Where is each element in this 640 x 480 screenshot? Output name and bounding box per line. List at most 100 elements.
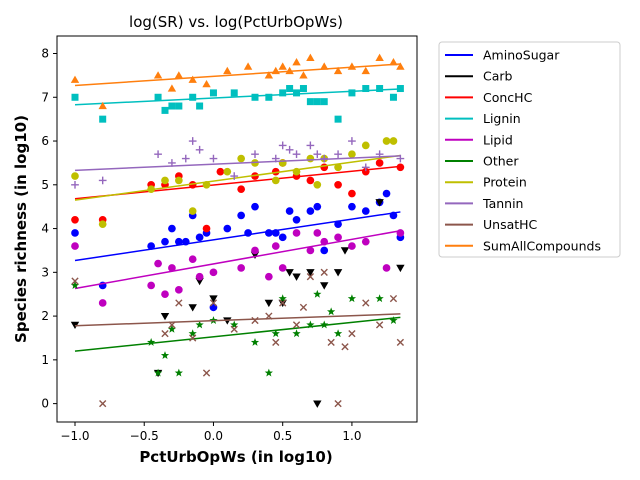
data-point-protein <box>71 172 79 180</box>
data-point-sum-all-compounds <box>188 75 197 83</box>
data-point-amino-sugar <box>209 303 218 312</box>
data-point-unsat-hc <box>209 299 218 307</box>
data-point-unsat-hc <box>189 334 197 342</box>
data-point-protein <box>348 150 356 159</box>
x-tick-label: −1.0 <box>60 429 89 443</box>
data-point-lignin <box>334 115 342 123</box>
legend-label: Other <box>483 154 519 169</box>
data-point-unsat-hc <box>279 299 287 307</box>
series-tannin <box>71 137 405 189</box>
data-point-carb <box>396 264 405 273</box>
data-point-amino-sugar <box>195 233 204 242</box>
data-point-amino-sugar <box>348 202 356 211</box>
data-point-lipid <box>271 242 280 250</box>
data-point-other <box>313 289 322 298</box>
data-point-lignin <box>376 85 384 93</box>
y-tick-label: 7 <box>41 90 49 104</box>
series-conc-hc <box>71 159 405 233</box>
legend-item-sum-all-compounds: SumAllCompounds <box>445 238 601 253</box>
data-point-unsat-hc <box>299 303 308 311</box>
data-point-other <box>250 338 260 346</box>
legend-item-protein: Protein <box>445 175 527 190</box>
data-point-conc-hc <box>237 185 246 194</box>
data-point-lignin <box>299 85 307 93</box>
data-point-amino-sugar <box>361 207 370 215</box>
data-point-carb <box>320 282 329 290</box>
data-point-sum-all-compounds <box>153 71 163 79</box>
data-point-lignin <box>71 93 79 101</box>
data-point-lignin <box>230 89 238 97</box>
data-point-tannin <box>209 154 218 163</box>
data-point-unsat-hc <box>71 277 79 285</box>
data-point-sum-all-compounds <box>292 58 301 66</box>
data-point-other <box>147 338 156 346</box>
data-point-other <box>347 294 357 303</box>
data-point-protein <box>223 167 232 176</box>
legend-label: SumAllCompounds <box>483 238 601 253</box>
data-point-carb <box>340 247 350 255</box>
data-point-lignin <box>389 93 397 101</box>
data-point-carb <box>375 199 384 207</box>
data-point-carb <box>292 273 301 281</box>
legend-item-amino-sugar: AminoSugar <box>445 48 560 63</box>
data-point-lignin <box>348 89 356 97</box>
data-point-amino-sugar <box>278 233 287 242</box>
data-point-amino-sugar <box>313 202 322 211</box>
legend-items: AminoSugar Carb ConcHC Lignin Lipid Other Prot… <box>445 48 601 253</box>
data-point-lipid <box>278 264 287 272</box>
data-point-amino-sugar <box>264 229 273 237</box>
trend-line-amino-sugar <box>74 211 401 262</box>
data-point-lignin <box>251 93 259 101</box>
data-point-lignin <box>175 102 183 110</box>
data-point-other <box>306 320 315 329</box>
data-point-lipid <box>174 285 183 294</box>
data-point-conc-hc <box>271 167 280 176</box>
data-point-tannin <box>278 141 287 150</box>
data-point-unsat-hc <box>327 338 335 346</box>
legend-label: Carb <box>483 69 513 84</box>
data-point-other <box>264 368 273 377</box>
legend-label: UnsatHC <box>483 217 538 232</box>
data-point-tannin <box>306 141 315 150</box>
y-tick-label: 8 <box>41 47 49 61</box>
legend-item-tannin: Tannin <box>445 196 523 211</box>
data-point-lipid <box>209 268 218 277</box>
data-point-lignin <box>161 106 169 114</box>
chart-title: log(SR) vs. log(PctUrbOpWs) <box>129 13 343 31</box>
data-point-amino-sugar <box>382 189 391 198</box>
data-point-other <box>375 294 384 303</box>
data-point-lipid <box>154 259 162 268</box>
data-point-unsat-hc <box>348 329 356 338</box>
trend-line-lignin <box>74 88 401 106</box>
data-point-protein <box>237 154 246 163</box>
legend-item-other: Other <box>445 154 519 169</box>
data-point-sum-all-compounds <box>299 71 308 79</box>
data-point-lipid <box>361 237 370 246</box>
y-tick-label: 5 <box>41 178 49 192</box>
data-point-lipid <box>147 281 156 290</box>
trend-line-tannin <box>74 155 401 172</box>
data-point-lipid <box>71 242 79 250</box>
data-point-sum-all-compounds <box>306 53 315 62</box>
data-point-tannin <box>292 150 301 159</box>
data-point-amino-sugar <box>251 202 259 211</box>
data-point-unsat-hc <box>272 338 280 346</box>
data-point-sum-all-compounds <box>202 79 211 88</box>
data-point-conc-hc <box>71 215 79 224</box>
trend-line-unsat-hc <box>74 313 401 327</box>
data-point-carb <box>223 317 232 325</box>
data-point-carb <box>313 400 322 408</box>
data-point-sum-all-compounds <box>389 58 398 66</box>
series-amino-sugar <box>71 189 405 312</box>
data-point-protein <box>306 154 315 163</box>
data-point-conc-hc <box>348 189 356 198</box>
series-other <box>70 281 401 377</box>
data-point-lignin <box>293 89 301 97</box>
data-point-lipid <box>348 242 356 250</box>
data-point-protein <box>161 176 169 185</box>
data-point-lipid <box>292 229 301 237</box>
x-tick-label: 0.0 <box>204 429 223 443</box>
data-point-tannin <box>98 176 107 185</box>
data-point-lipid <box>161 290 169 299</box>
data-point-amino-sugar <box>174 237 183 246</box>
